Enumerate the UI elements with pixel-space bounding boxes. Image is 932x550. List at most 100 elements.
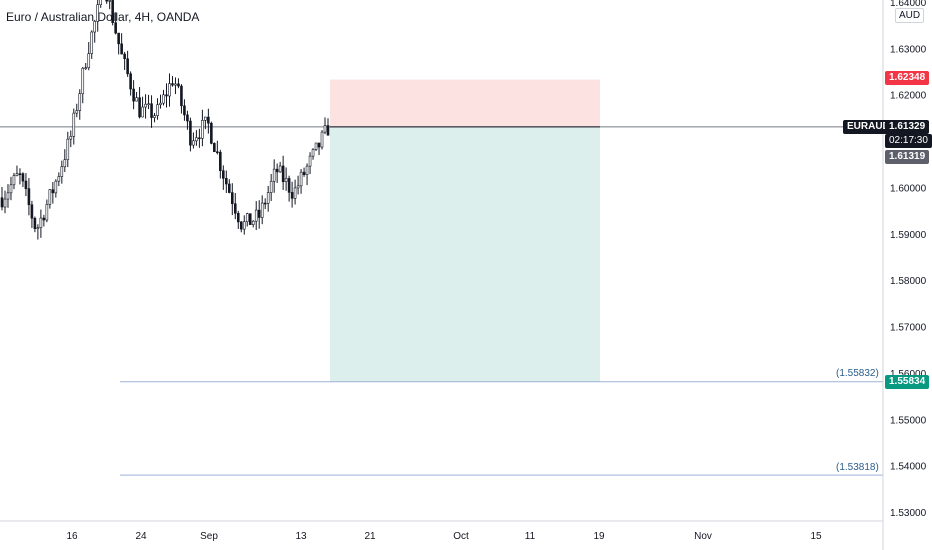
candle-body <box>138 97 141 118</box>
candle-body <box>51 189 55 194</box>
take-profit-zone[interactable] <box>330 126 600 382</box>
candle-body <box>84 67 88 70</box>
stop-loss-zone[interactable] <box>330 79 600 127</box>
candle-body <box>144 103 147 108</box>
candle-body <box>69 136 73 140</box>
candle-body <box>159 102 162 106</box>
bid-price-tag: 1.61319 <box>885 150 930 164</box>
candle-body <box>141 106 144 118</box>
candle-body <box>72 112 76 137</box>
candle-body <box>147 103 150 106</box>
price-tick-label: 1.60000 <box>890 183 927 194</box>
candle-body <box>198 137 201 140</box>
candle-body <box>299 171 303 187</box>
candle-body <box>225 178 228 185</box>
price-tick-label: 1.56000 <box>890 369 927 380</box>
time-tick-label: 16 <box>66 531 78 542</box>
symbol-title: Euro / Australian Dollar, 4H, OANDA <box>6 10 200 24</box>
candle-body <box>78 93 82 111</box>
candle-body <box>27 188 31 206</box>
candle-body <box>87 53 91 69</box>
candle-body <box>153 115 156 118</box>
price-tick-label: 1.62000 <box>890 91 927 102</box>
candle-body <box>296 185 300 189</box>
candle-body <box>117 32 120 45</box>
candle-body <box>12 175 16 186</box>
candle-body <box>210 122 213 144</box>
candle-body <box>75 110 79 114</box>
time-tick-label: 21 <box>364 531 376 542</box>
candle-body <box>18 173 22 175</box>
candle-body <box>90 31 94 54</box>
candle-body <box>150 103 153 118</box>
candle-body <box>96 4 100 22</box>
price-tick-label: 1.57000 <box>890 323 927 334</box>
candle-body <box>326 125 330 136</box>
stop-price-tag: 1.62348 <box>885 71 930 85</box>
candle-body <box>24 180 28 189</box>
candle-body <box>171 83 174 86</box>
time-tick-label: 19 <box>593 531 605 542</box>
candle-body <box>236 212 240 223</box>
candle-body <box>21 173 25 182</box>
price-tick-label: 1.59000 <box>890 230 927 241</box>
countdown-tag: 02:17:30 <box>885 134 932 148</box>
candle-body <box>129 73 132 90</box>
candle-body <box>6 192 10 200</box>
candle-body <box>120 43 123 55</box>
candle-body <box>39 217 43 228</box>
candle-body <box>219 151 222 171</box>
candle-body <box>54 180 58 194</box>
candle-body <box>195 137 198 142</box>
price-tick-label: 1.58000 <box>890 276 927 287</box>
candle-body <box>287 178 291 193</box>
candle-body <box>126 58 129 75</box>
candle-body <box>248 213 252 225</box>
candle-body <box>123 53 126 60</box>
candle-body <box>233 203 237 214</box>
time-tick-label: Nov <box>694 531 712 542</box>
price-tick-label: 1.64000 <box>890 0 927 9</box>
candle-body <box>308 155 312 167</box>
candle-body <box>239 221 243 230</box>
candle-body <box>48 189 52 205</box>
price-tick-label: 1.63000 <box>890 44 927 55</box>
price-tick-label: 1.55000 <box>890 415 927 426</box>
candle-body <box>305 165 309 175</box>
candle-body <box>81 67 85 95</box>
candle-body <box>30 204 34 219</box>
time-tick-label: 11 <box>525 531 536 542</box>
candle-body <box>45 204 49 221</box>
time-tick-label: 24 <box>135 531 147 542</box>
candle-body <box>272 168 276 182</box>
candle-body <box>293 187 297 199</box>
candle-body <box>290 192 294 199</box>
candle-body <box>180 85 183 107</box>
candle-body <box>245 213 249 223</box>
time-tick-label: 13 <box>295 531 307 542</box>
candle-body <box>186 114 189 122</box>
currency-label[interactable]: AUD <box>895 8 925 23</box>
candle-body <box>99 0 102 6</box>
candle-body <box>213 143 216 153</box>
candle-body <box>66 138 70 161</box>
candle-body <box>278 165 282 173</box>
candle-body <box>165 94 168 97</box>
candle-body <box>201 120 204 139</box>
candle-body <box>311 149 315 157</box>
candle-body <box>230 192 234 205</box>
last-price-tag: 1.61329 <box>885 120 930 134</box>
level-label-2: (1.53818) <box>836 462 879 473</box>
price-tick-label: 1.54000 <box>890 462 927 473</box>
candle-body <box>257 209 261 218</box>
candle-body <box>302 171 306 175</box>
candle-body <box>228 183 231 193</box>
candle-body <box>251 220 255 225</box>
candle-body <box>111 0 114 23</box>
candle-body <box>168 83 171 97</box>
candle-body <box>0 197 4 208</box>
candle-body <box>174 83 177 86</box>
candle-body <box>242 221 246 230</box>
